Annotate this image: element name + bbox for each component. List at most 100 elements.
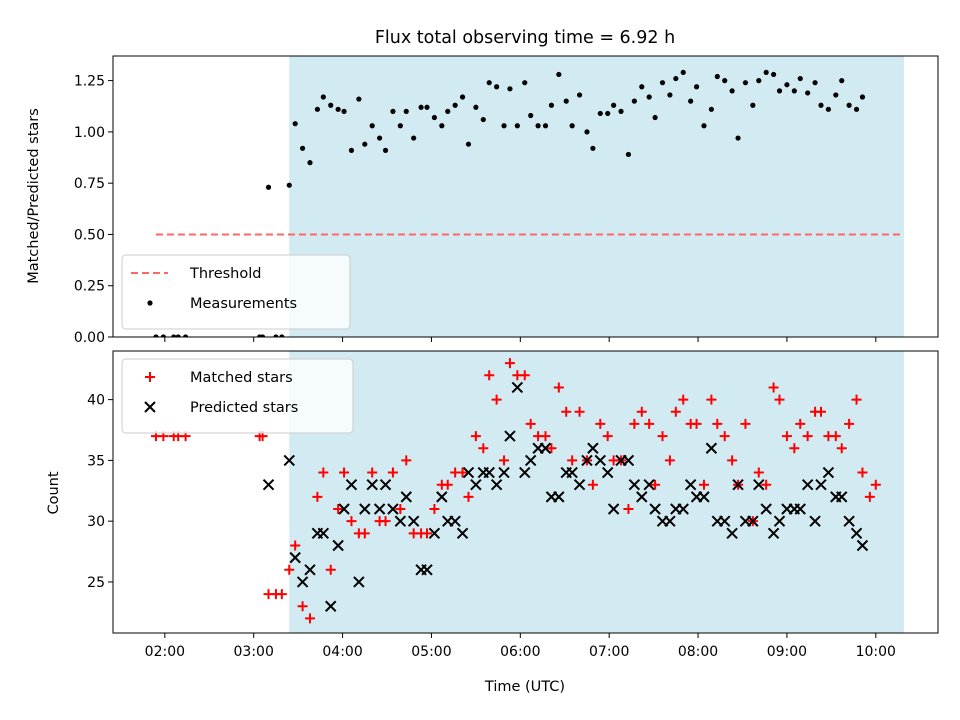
matched-star-point xyxy=(367,467,378,478)
measurement-point xyxy=(299,145,306,151)
predicted-star-point xyxy=(636,491,648,503)
measurement-point xyxy=(584,129,590,135)
measurement-point xyxy=(382,147,389,153)
x-tick-label: 10:00 xyxy=(856,644,896,660)
measurement-point xyxy=(693,84,700,90)
series-measurements xyxy=(153,69,866,337)
predicted-star-point xyxy=(407,515,420,527)
predicted-star-point xyxy=(843,515,855,527)
predicted-star-point xyxy=(332,539,344,552)
measurement-point xyxy=(639,84,645,90)
x-tick-label: 04:00 xyxy=(322,644,362,660)
predicted-star-point xyxy=(436,491,448,503)
predicted-star-point xyxy=(456,527,469,540)
top-y-tick-label: 1.25 xyxy=(74,74,105,90)
predicted-star-point xyxy=(760,503,772,515)
predicted-star-point xyxy=(317,527,330,540)
measurement-point xyxy=(175,334,181,337)
matched-star-point xyxy=(712,418,723,429)
matched-star-point xyxy=(284,564,295,575)
predicted-star-point xyxy=(601,466,614,479)
measurement-point xyxy=(424,104,430,110)
measurement-point xyxy=(659,80,666,86)
measurement-point xyxy=(514,123,520,129)
matched-star-point xyxy=(768,382,779,393)
predicted-star-point xyxy=(359,503,371,515)
predicted-star-point xyxy=(815,478,827,491)
measurement-point xyxy=(292,121,298,127)
legend-matched-swatch xyxy=(145,372,155,382)
legend-predicted-swatch xyxy=(144,401,156,413)
predicted-star-point xyxy=(283,454,295,467)
matched-star-point xyxy=(457,467,468,478)
predicted-star-point xyxy=(801,478,814,491)
measurement-point xyxy=(542,123,549,129)
matched-star-point xyxy=(325,564,336,575)
x-tick-label: 05:00 xyxy=(411,644,451,660)
predicted-star-point xyxy=(719,515,731,527)
measurement-point xyxy=(356,96,362,102)
measurement-point xyxy=(742,80,749,86)
matched-star-point xyxy=(574,406,585,417)
measurement-point xyxy=(618,108,624,114)
predicted-star-point xyxy=(483,466,495,479)
measurement-point xyxy=(853,106,860,112)
matched-star-point xyxy=(499,455,510,466)
measurement-point xyxy=(314,106,320,112)
matched-star-point xyxy=(774,394,785,405)
measurement-point xyxy=(729,88,735,94)
measurement-point xyxy=(576,92,583,98)
measurement-point xyxy=(418,104,424,110)
matched-star-point xyxy=(761,479,772,490)
measurement-point xyxy=(859,94,866,100)
predicted-star-point xyxy=(449,515,461,527)
measurement-point xyxy=(403,108,409,114)
matched-star-point xyxy=(644,418,655,429)
predicted-star-point xyxy=(705,442,718,454)
x-tick-label: 06:00 xyxy=(500,644,540,660)
bottom-legend: Matched stars Predicted stars xyxy=(121,358,354,434)
predicted-star-point xyxy=(850,527,863,540)
matched-star-point xyxy=(359,528,370,539)
matched-star-point xyxy=(802,431,813,442)
measurement-point xyxy=(763,69,769,76)
measurement-point xyxy=(369,123,375,129)
predicted-star-point xyxy=(767,527,780,540)
matched-star-point xyxy=(504,358,515,369)
matched-star-point xyxy=(422,528,433,539)
measurement-point xyxy=(646,94,652,100)
measurement-point xyxy=(722,78,728,84)
legend-label: Threshold xyxy=(189,266,261,282)
predicted-star-point xyxy=(726,527,738,540)
measurement-point xyxy=(480,116,486,123)
matched-star-point xyxy=(753,467,764,478)
predicted-star-point xyxy=(338,503,350,515)
predicted-star-point xyxy=(490,478,503,491)
legend-label: Matched stars xyxy=(190,370,293,386)
measurement-point xyxy=(784,82,790,88)
predicted-star-point xyxy=(539,442,552,454)
matched-star-point xyxy=(546,443,557,454)
matched-star-point xyxy=(525,418,536,429)
top-y-tick-label: 0.50 xyxy=(74,227,105,243)
top-axes-frame xyxy=(112,55,939,338)
predicted-star-point xyxy=(747,515,759,527)
matched-star-point xyxy=(553,382,564,393)
predicted-star-point xyxy=(628,478,641,491)
matched-star-point xyxy=(636,406,647,417)
bottom-y-tick-label: 30 xyxy=(87,514,105,530)
matched-star-point xyxy=(698,479,709,490)
measurement-point xyxy=(397,123,403,129)
predicted-star-point xyxy=(428,527,441,540)
measurement-point xyxy=(348,147,355,153)
measurement-point xyxy=(473,104,479,110)
predicted-star-point xyxy=(698,491,710,503)
measurement-point xyxy=(556,71,562,78)
measurement-point xyxy=(528,112,534,119)
predicted-star-point xyxy=(524,454,537,467)
measurement-point xyxy=(563,98,569,104)
measurement-point xyxy=(652,114,658,121)
x-tick-label: 07:00 xyxy=(589,644,629,660)
matched-star-point xyxy=(387,467,398,478)
